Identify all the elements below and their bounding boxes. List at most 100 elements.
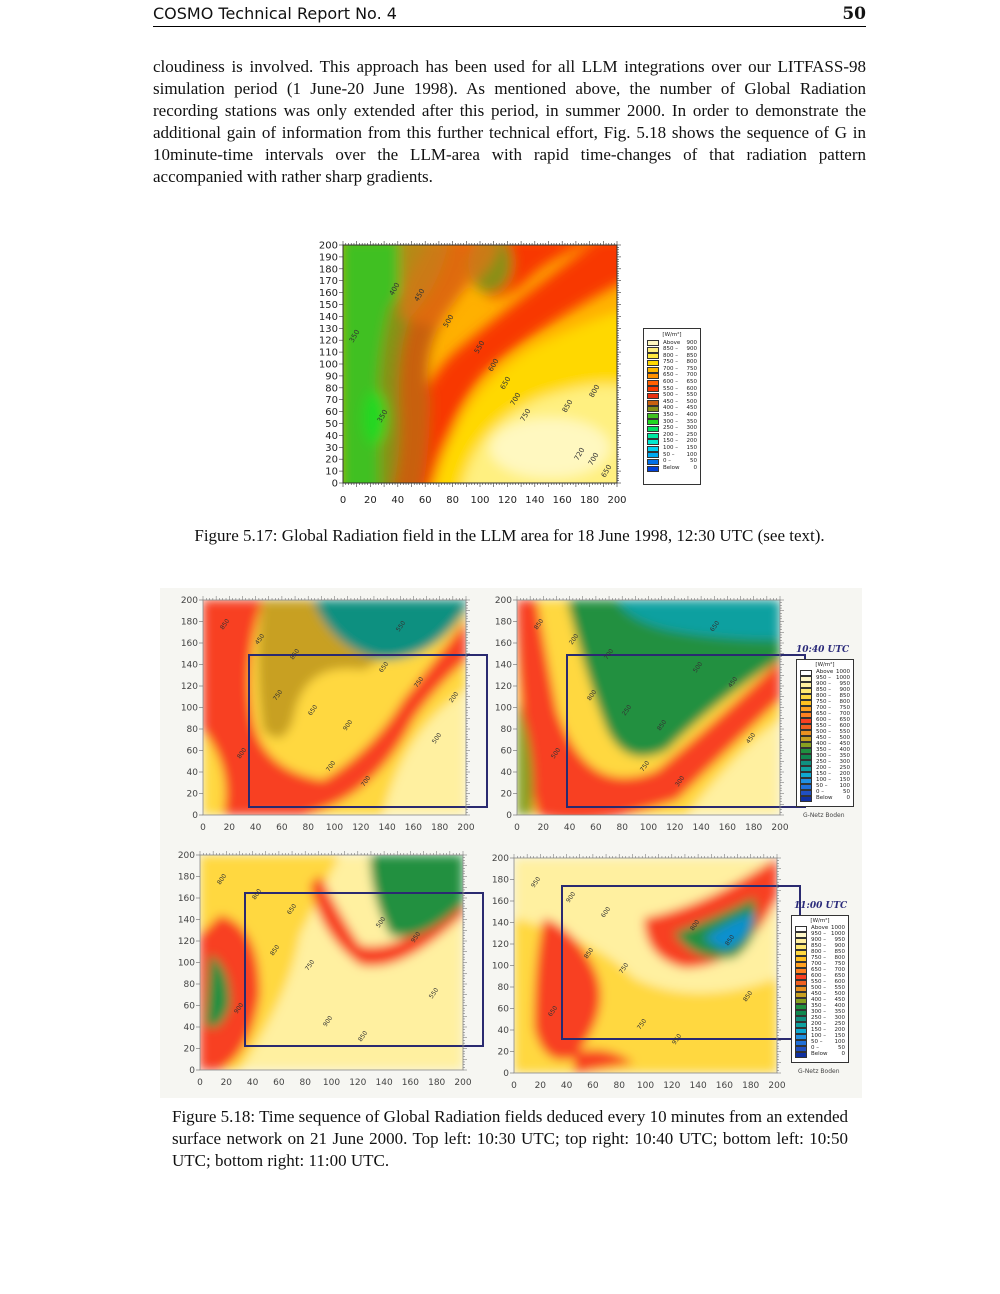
legend-swatch [795,956,807,962]
legend-entry: 800 – 850 [647,353,697,360]
figure-5-17-caption: Figure 5.17: Global Radiation field in t… [194,526,825,545]
y-tick-label: 120 [181,682,198,692]
y-tick-label: 140 [492,919,509,929]
legend-range-value: 450 [686,405,698,412]
legend-entry: 200 – 250 [795,1022,845,1028]
x-tick-label: 160 [405,823,422,833]
legend-swatch [800,790,812,796]
legend-range-value: 550 [834,985,846,992]
y-tick-label: 80 [501,725,513,735]
legend-range-value: 700 [686,372,698,379]
legend-swatch [800,730,812,736]
legend-range-label: 400 – [811,997,826,1004]
y-tick-label: 160 [492,897,509,907]
legend-range-label: 400 – [663,405,678,412]
legend-range-label: 400 – [816,741,831,748]
legend-range-label: 300 – [816,753,831,760]
x-tick-label: 180 [431,823,448,833]
legend-range-value: 1000 [831,931,845,938]
contour-map-panels: 0 20 40 60 80 100 120 140 160 180 200 200 180 160 140 1… [178,596,806,1091]
page-number: 50 [842,4,866,24]
legend-entry: 600 – 650 [800,718,850,724]
legend-swatch [795,998,807,1004]
legend-swatch [795,926,807,932]
y-tick-label: 120 [178,937,195,947]
x-tick-label: 120 [349,1078,366,1088]
legend-swatch [795,986,807,992]
legend-swatch [800,700,812,706]
legend-swatch [800,706,812,712]
legend-entry: 0 – 50 [800,790,850,796]
x-tick-label: 120 [663,1081,680,1091]
y-tick-label: 180 [181,618,198,628]
y-tick-label: 60 [501,747,513,757]
y-tick-label: 40 [498,1026,510,1036]
legend-range-value: 900 [686,346,698,353]
legend-range-value: 950 [834,937,846,944]
x-tick-label: 140 [376,1078,393,1088]
x-tick-label: 20 [221,1078,233,1088]
legend-range-label: 550 – [816,723,831,730]
legend-range-label: Below [663,464,680,471]
legend-swatch [647,360,659,367]
legend-entry: 0 – 50 [795,1046,845,1052]
legend-range-label: 600 – [663,379,678,386]
legend-range-label: 300 – [663,418,678,425]
x-tick-label: 100 [470,495,489,506]
legend-range-value: 300 [839,759,851,766]
x-tick-label: 200 [771,823,788,833]
legend-range-value: 300 [686,425,698,432]
llm-area-box [244,892,484,1047]
x-tick-label: 60 [590,823,602,833]
x-tick-label: 60 [419,495,432,506]
legend-range-label: 800 – [663,352,678,359]
legend-range-value: 500 [834,991,846,998]
x-tick-label: 40 [561,1081,573,1091]
legend-entry: 150 – 200 [647,439,697,446]
legend-entry: 500 – 550 [647,393,697,400]
legend-entry: 550 – 600 [647,386,697,393]
legend-range-value: 400 [839,747,851,754]
x-tick-label: 80 [616,823,628,833]
x-tick-label: 200 [768,1081,785,1091]
legend-source: G-Netz Boden [798,1068,840,1075]
legend-entry: 750 – 800 [647,360,697,367]
y-tick-label: 80 [184,980,196,990]
y-tick-label: 100 [319,360,338,371]
x-tick-label: 40 [250,823,262,833]
y-tick-label: 160 [178,894,195,904]
y-tick-label: 80 [325,383,338,394]
legend-entry: 250 – 300 [647,426,697,433]
legend-entry: 400 – 450 [647,406,697,413]
legend-range-label: Above [663,339,681,346]
legend-range-label: 100 – [816,777,831,784]
legend-entry: 850 – 900 [647,346,698,354]
legend-range-value: 950 [839,681,851,688]
legend-swatch [647,465,659,472]
x-tick-label: 0 [340,495,346,506]
x-tick-label: 160 [719,823,736,833]
legend-swatch [795,1016,807,1022]
legend-swatch [795,932,807,938]
legend-entry: 350 – 400 [795,1004,845,1010]
x-tick-label: 180 [580,495,599,506]
legend-entry: 850 – 900 [800,688,850,694]
legend-range-label: Above [816,669,834,676]
legend-range-label: 250 – [811,1015,826,1022]
legend-range-label: 700 – [811,961,826,968]
legend-range-value: 100 [686,451,698,458]
legend-swatch [800,694,812,700]
y-tick-label: 90 [325,371,338,382]
legend-entry: 500 – 550 [795,986,845,992]
panel-time-10-40: 10:40 UTC [796,645,850,655]
legend-swatch [647,406,659,413]
y-tick-label: 0 [503,1069,509,1079]
legend-range-label: 900 – [811,937,826,944]
legend-range-label: 950 – [816,675,831,682]
x-tick-label: 100 [640,823,657,833]
legend-entry: 200 – 250 [800,766,850,772]
legend-swatch [647,458,659,465]
legend-range-label: 100 – [663,445,678,451]
legend-swatch [800,688,812,694]
